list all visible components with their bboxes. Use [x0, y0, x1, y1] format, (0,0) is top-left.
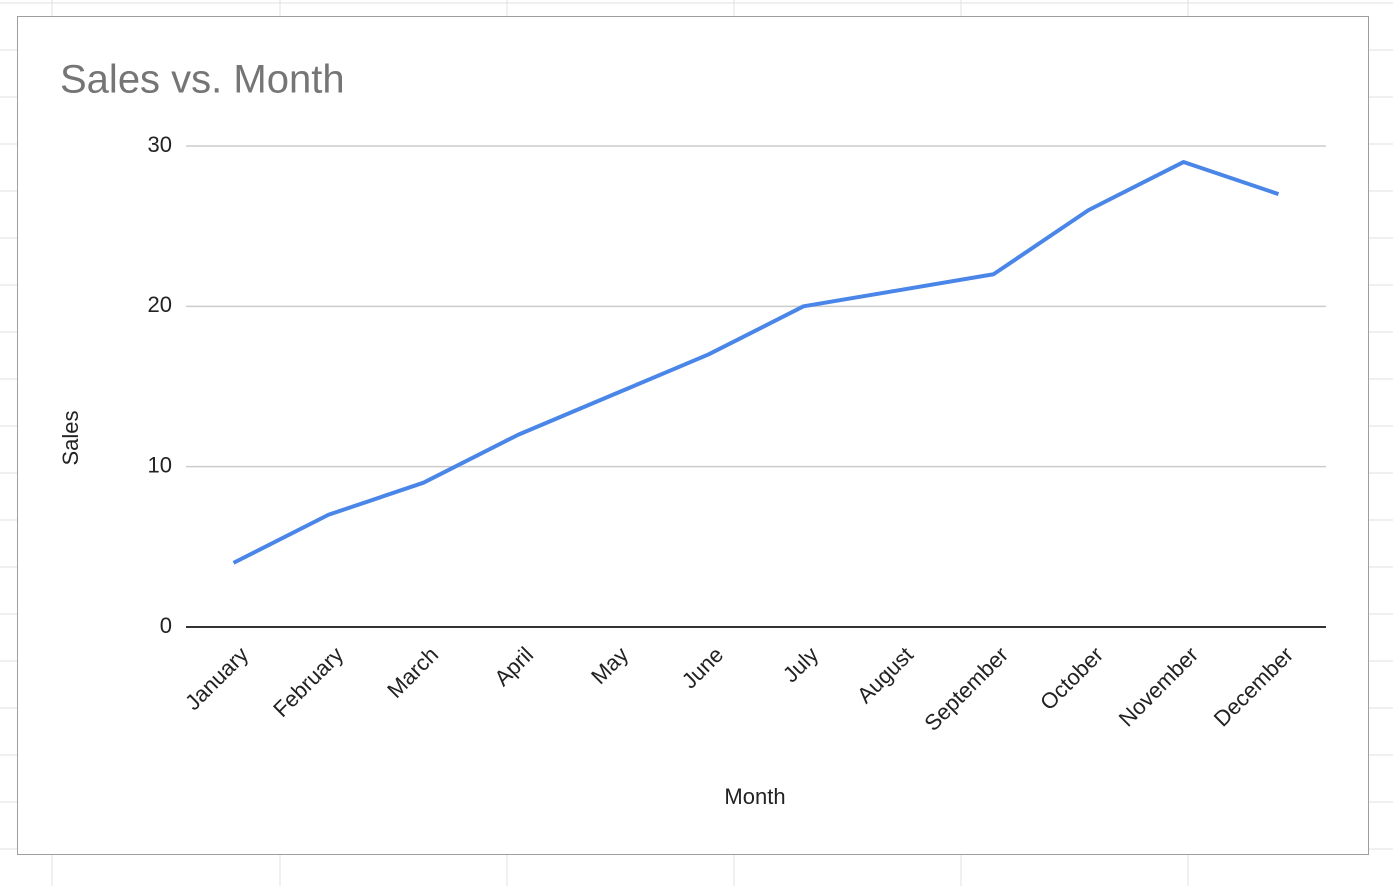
- y-tick-label: 30: [148, 132, 172, 157]
- y-axis-label: Sales: [58, 410, 83, 465]
- y-tick-label: 0: [160, 613, 172, 638]
- y-tick-label: 20: [148, 292, 172, 317]
- chart-title: Sales vs. Month: [60, 58, 345, 102]
- data-line: [232, 160, 1280, 565]
- y-tick-label: 10: [148, 452, 172, 477]
- chart-frame: [17, 16, 1369, 855]
- x-axis-label: Month: [724, 784, 785, 809]
